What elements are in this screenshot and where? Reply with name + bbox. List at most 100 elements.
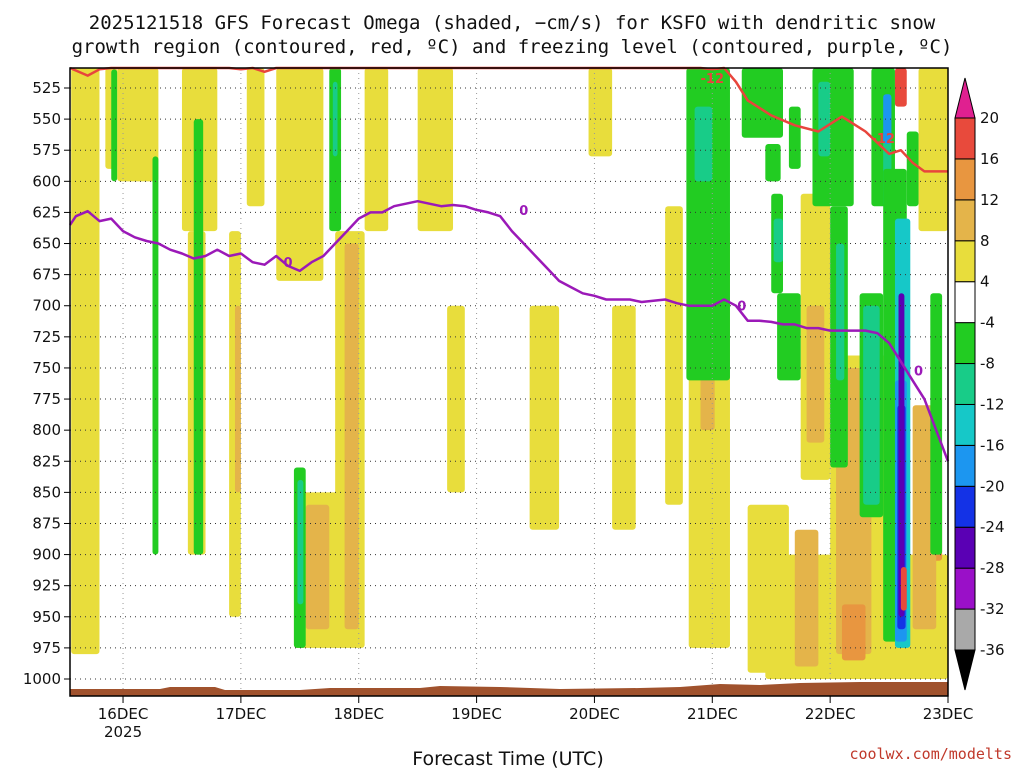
omega-cell [234, 305, 241, 493]
contour-label: 0 [914, 364, 923, 379]
y-tick-label: 625 [32, 203, 61, 221]
x-tick-label: 21DEC [687, 705, 738, 723]
y-tick-label: 725 [32, 328, 61, 346]
y-tick-label: 700 [32, 297, 61, 315]
omega-colorbar: -36 -32 -28 -24 -20 -16 -12 -8 -4 4 8 12 16 20 [954, 77, 1005, 691]
omega-cell [694, 106, 713, 182]
colorbar-segment [954, 363, 976, 405]
y-tick-label: 825 [32, 452, 61, 470]
y-tick-label: 875 [32, 514, 61, 532]
colorbar-arrow-high [954, 77, 976, 119]
colorbar-segment [954, 117, 976, 160]
omega-cell [71, 68, 100, 655]
colorbar-label: -24 [980, 518, 1005, 536]
colorbar-segment [954, 608, 976, 651]
omega-cell [836, 243, 845, 381]
omega-cell [863, 305, 880, 505]
omega-cell [417, 68, 454, 232]
x-tick-label: 18DEC [333, 705, 384, 723]
omega-cell [276, 68, 324, 281]
omega-cell [364, 68, 389, 232]
y-tick-label: 1000 [23, 670, 61, 688]
omega-cell [883, 94, 892, 144]
omega-cell [806, 305, 825, 443]
colorbar-segment [954, 199, 976, 242]
omega-cell [111, 69, 118, 182]
colorbar-label: -32 [980, 600, 1005, 618]
colorbar-label: -8 [980, 355, 995, 373]
y-tick-label: 525 [32, 79, 61, 97]
omega-cell [117, 68, 159, 182]
omega-cell [297, 479, 304, 605]
colorbar-segment [954, 322, 976, 365]
colorbar-segment [954, 567, 976, 610]
colorbar-label: 20 [980, 109, 999, 127]
y-tick-label: 850 [32, 483, 61, 501]
y-tick-label: 800 [32, 421, 61, 439]
omega-cell [344, 243, 359, 630]
omega-cell [900, 567, 907, 611]
x-tick-label: 20DEC [569, 705, 620, 723]
colorbar-segment [954, 526, 976, 569]
omega-cell [788, 106, 801, 169]
colorbar-label: -12 [980, 395, 1005, 413]
chart-title-line-2: growth region (contoured, red, ºC) and f… [72, 36, 953, 58]
y-tick-label: 650 [32, 235, 61, 253]
omega-cell [794, 529, 819, 667]
omega-cell [741, 68, 784, 138]
omega-cell [906, 131, 919, 207]
colorbar-label: 16 [980, 150, 999, 168]
colorbar-arrow-low [954, 649, 976, 691]
y-tick-label: 550 [32, 110, 61, 128]
contour-label: -12 [871, 132, 895, 147]
colorbar-label: -36 [980, 641, 1005, 659]
contour-line [68, 199, 950, 462]
omega-cell [588, 68, 613, 157]
colorbar-segment [954, 240, 976, 283]
omega-cell [841, 604, 866, 661]
source-credit: coolwx.com/modelts [849, 745, 1012, 763]
contour-lines-layer: 0 0 0 0 -12 -12 [68, 66, 950, 462]
plot-frame [69, 67, 949, 697]
y-tick-label: 575 [32, 141, 61, 159]
omega-cell [918, 68, 948, 232]
omega-cell [665, 206, 683, 505]
y-tick-label: 950 [32, 608, 61, 626]
omega-cell [193, 119, 204, 555]
omega-cell [894, 68, 907, 107]
colorbar-segment [954, 403, 976, 446]
omega-cell [529, 305, 560, 530]
chart-title-line-1: 2025121518 GFS Forecast Omega (shaded, −… [89, 12, 936, 34]
colorbar-segment [954, 444, 976, 487]
y-tick-label: 775 [32, 390, 61, 408]
omega-cell [898, 293, 905, 617]
x-tick-label: 22DEC [805, 705, 856, 723]
y-tick-label: 600 [32, 172, 61, 190]
x-tick-label: 16DEC [98, 705, 149, 723]
y-tick-label: 750 [32, 359, 61, 377]
omega-shading-layer [71, 68, 948, 679]
omega-cell [773, 218, 784, 263]
x-tick-label: 23DEC [923, 705, 974, 723]
y-tick-label: 925 [32, 577, 61, 595]
omega-cell [246, 68, 265, 207]
omega-cell [930, 293, 943, 555]
pressure-axis: 525 550 575 600 625 650 675 700 725 750 775 800 825 8… [23, 79, 70, 688]
contour-label: 0 [284, 256, 293, 271]
colorbar-label: -16 [980, 436, 1005, 454]
omega-cell [818, 81, 831, 157]
omega-cell [152, 156, 159, 555]
omega-cell [777, 293, 801, 381]
colorbar-segment [954, 158, 976, 201]
colorbar-label: 8 [980, 232, 990, 250]
omega-cell [612, 305, 636, 530]
colorbar-label: 4 [980, 273, 990, 291]
x-tick-label: 19DEC [451, 705, 502, 723]
contour-label: 0 [519, 204, 528, 219]
contour-label: -12 [701, 72, 725, 87]
y-tick-label: 900 [32, 546, 61, 564]
y-tick-label: 975 [32, 639, 61, 657]
omega-cell [765, 143, 781, 182]
